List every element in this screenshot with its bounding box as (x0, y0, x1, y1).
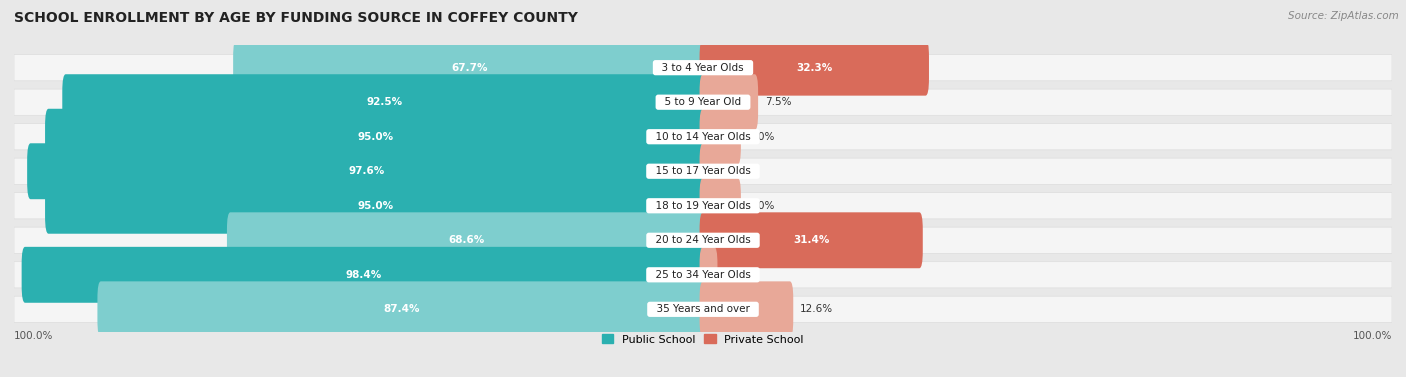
Text: 100.0%: 100.0% (1353, 331, 1392, 341)
FancyBboxPatch shape (700, 74, 758, 130)
FancyBboxPatch shape (700, 212, 922, 268)
FancyBboxPatch shape (700, 40, 929, 96)
FancyBboxPatch shape (14, 262, 1392, 288)
Text: 20 to 24 Year Olds: 20 to 24 Year Olds (650, 235, 756, 245)
FancyBboxPatch shape (97, 281, 706, 337)
Text: 31.4%: 31.4% (793, 235, 830, 245)
Text: 5.0%: 5.0% (748, 132, 775, 142)
Text: 5 to 9 Year Old: 5 to 9 Year Old (658, 97, 748, 107)
Text: 12.6%: 12.6% (800, 304, 834, 314)
FancyBboxPatch shape (21, 247, 706, 303)
Text: 95.0%: 95.0% (357, 201, 394, 211)
FancyBboxPatch shape (14, 227, 1392, 253)
Text: 5.0%: 5.0% (748, 201, 775, 211)
FancyBboxPatch shape (14, 89, 1392, 115)
FancyBboxPatch shape (27, 143, 706, 199)
Text: 100.0%: 100.0% (14, 331, 53, 341)
FancyBboxPatch shape (45, 109, 706, 165)
Text: 68.6%: 68.6% (449, 235, 485, 245)
FancyBboxPatch shape (14, 193, 1392, 219)
Legend: Public School, Private School: Public School, Private School (598, 330, 808, 349)
Text: 95.0%: 95.0% (357, 132, 394, 142)
FancyBboxPatch shape (14, 158, 1392, 184)
Text: 87.4%: 87.4% (384, 304, 420, 314)
FancyBboxPatch shape (700, 281, 793, 337)
Text: 32.3%: 32.3% (796, 63, 832, 73)
FancyBboxPatch shape (700, 178, 741, 234)
Text: Source: ZipAtlas.com: Source: ZipAtlas.com (1288, 11, 1399, 21)
Text: 7.5%: 7.5% (765, 97, 792, 107)
FancyBboxPatch shape (14, 55, 1392, 81)
FancyBboxPatch shape (233, 40, 706, 96)
FancyBboxPatch shape (700, 109, 741, 165)
Text: 15 to 17 Year Olds: 15 to 17 Year Olds (648, 166, 758, 176)
Text: 97.6%: 97.6% (349, 166, 385, 176)
Text: SCHOOL ENROLLMENT BY AGE BY FUNDING SOURCE IN COFFEY COUNTY: SCHOOL ENROLLMENT BY AGE BY FUNDING SOUR… (14, 11, 578, 25)
Text: 18 to 19 Year Olds: 18 to 19 Year Olds (648, 201, 758, 211)
Text: 67.7%: 67.7% (451, 63, 488, 73)
Text: 2.4%: 2.4% (730, 166, 756, 176)
Text: 1.6%: 1.6% (724, 270, 751, 280)
FancyBboxPatch shape (62, 74, 706, 130)
FancyBboxPatch shape (700, 247, 717, 303)
FancyBboxPatch shape (45, 178, 706, 234)
Text: 10 to 14 Year Olds: 10 to 14 Year Olds (650, 132, 756, 142)
FancyBboxPatch shape (226, 212, 706, 268)
Text: 25 to 34 Year Olds: 25 to 34 Year Olds (648, 270, 758, 280)
FancyBboxPatch shape (14, 296, 1392, 322)
Text: 3 to 4 Year Olds: 3 to 4 Year Olds (655, 63, 751, 73)
FancyBboxPatch shape (700, 143, 723, 199)
Text: 92.5%: 92.5% (367, 97, 402, 107)
FancyBboxPatch shape (14, 124, 1392, 150)
Text: 98.4%: 98.4% (346, 270, 382, 280)
Text: 35 Years and over: 35 Years and over (650, 304, 756, 314)
